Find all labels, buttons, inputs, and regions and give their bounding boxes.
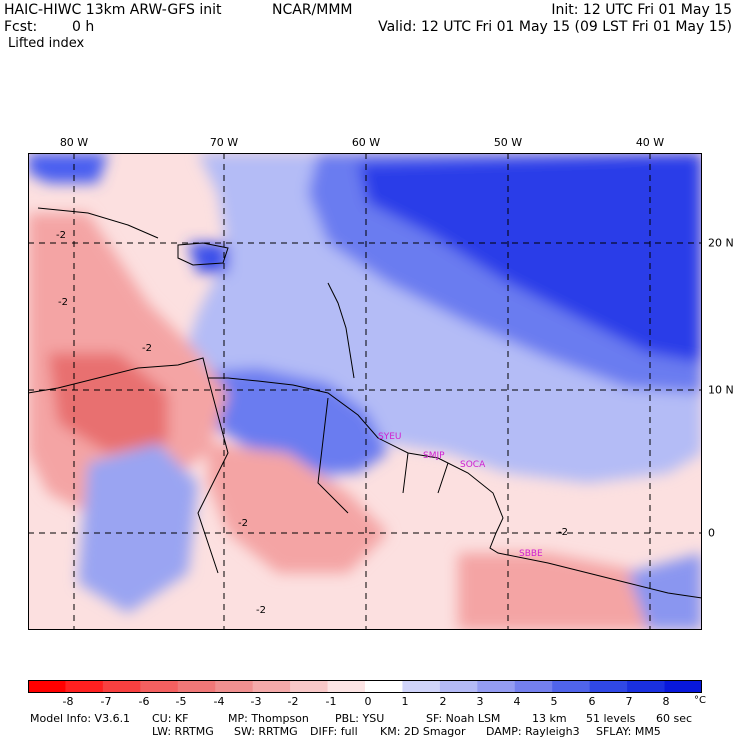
model-version: Model Info: V3.6.1 [30,712,131,725]
colorbar-swatch [402,680,441,693]
lon-label-40w: 40 W [635,136,665,149]
eddy-coefficient-option: KM: 2D Smagor [380,725,466,738]
colorbar-tick: -2 [287,695,299,708]
border-lines [197,377,449,574]
colorbar-swatch [140,680,179,693]
colorbar-swatch [365,680,403,693]
lat-label-20n: 20 N [708,236,734,250]
colorbar-tick: -1 [325,695,337,708]
coastline-cuba [37,207,159,239]
coastline-south-america [28,357,702,599]
colorbar-swatch [290,680,329,693]
contour-label: -2 [558,527,568,538]
colorbar-tick: 0 [364,695,372,708]
colorbar-swatch [28,680,66,693]
contour-label: -2 [142,343,152,354]
unstable-central [208,443,388,573]
grid-spacing: 13 km [532,712,567,725]
longwave-scheme: LW: RRTMG [152,725,214,738]
pbl-scheme: PBL: YSU [335,712,385,725]
colorbar-tick: 8 [662,695,670,708]
station-smjp: SMJP [423,451,445,461]
colorbar-swatch [477,680,516,693]
amazon-stable [78,443,198,613]
colorbar-tick: -8 [62,695,74,708]
surface-layer-option: SFLAY: MM5 [596,725,661,738]
coastal-stable [188,368,388,473]
colorbar-tick: -6 [138,695,150,708]
colorbar-tick: -7 [100,695,112,708]
contour-label: -2 [256,605,266,616]
field-name: Lifted index [8,36,85,51]
shortwave-scheme: SW: RRTMG [234,725,298,738]
contour-label: -2 [58,297,68,308]
lon-label-80w: 80 W [59,136,89,149]
center-label: NCAR/MMM [272,2,353,18]
surface-scheme: SF: Noah LSM [426,712,501,725]
lon-label-50w: 50 W [493,136,523,149]
colorbar-swatch [177,680,216,693]
nw-stable [28,153,108,183]
colorbar-swatch [439,680,478,693]
colorbar-swatch [589,680,628,693]
forecast-hour: 0 h [72,19,95,35]
colorbar-tick: 7 [625,695,633,708]
colorbar-swatch [664,680,702,693]
colorbar-swatch [327,680,366,693]
damping-option: DAMP: Rayleigh3 [486,725,580,738]
cumulus-scheme: CU: KF [152,712,189,725]
vertical-levels: 51 levels [586,712,636,725]
contour-label: -2 [56,230,66,241]
colorbar-swatch [514,680,553,693]
colorbar-tick: 5 [550,695,558,708]
model-title: HAIC-HIWC 13km ARW-GFS init [4,2,222,18]
colorbar-swatch [552,680,591,693]
colorbar-tick: -5 [175,695,187,708]
station-syeu: SYEU [378,432,402,442]
colorbar-swatch [252,680,291,693]
colorbar-swatch [65,680,104,693]
coastline-antilles [327,282,355,379]
colorbar-swatch [215,680,254,693]
init-time: Init: 12 UTC Fri 01 May 15 [551,2,732,18]
diffusion-option: DIFF: full [310,725,358,738]
colorbar-tick: 4 [513,695,521,708]
valid-time: Valid: 12 UTC Fri 01 May 15 (09 LST Fri … [378,19,732,35]
lat-label-equator: 0 [708,526,715,540]
colorbar-swatch [102,680,141,693]
se-stable [628,553,702,630]
unstable-core [48,353,168,453]
stable-region-max [358,153,702,363]
colorbar-tick: 2 [439,695,447,708]
contour-label: -2 [238,518,248,529]
colorbar-tick: -3 [250,695,262,708]
forecast-label: Fcst: [4,19,38,35]
colorbar-tick: 6 [588,695,596,708]
colorbar [28,680,702,693]
coastline-hispaniola [177,242,229,266]
time-step: 60 sec [656,712,693,725]
colorbar-tick: -4 [213,695,225,708]
microphysics-scheme: MP: Thompson [228,712,309,725]
colorbar-tick: 3 [476,695,484,708]
colorbar-swatch [627,680,666,693]
lon-label-70w: 70 W [209,136,239,149]
colorbar-unit: °C [694,695,706,706]
lifted-index-map: -2 -2 -2 -2 -2 -2 [28,153,702,630]
colorbar-tick: 1 [401,695,409,708]
haiti-stable [188,243,228,273]
lon-label-60w: 60 W [351,136,381,149]
station-soca: SOCA [460,460,486,470]
station-sbbe: SBBE [519,549,543,559]
lat-label-10n: 10 N [708,383,734,397]
